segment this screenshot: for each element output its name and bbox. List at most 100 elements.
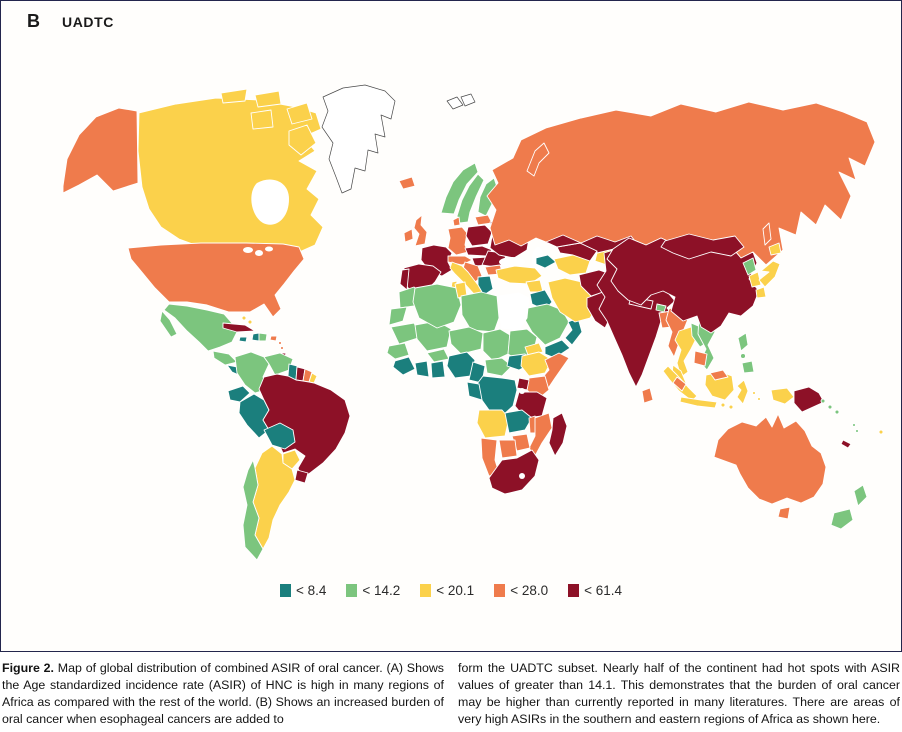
guinea-coast-region xyxy=(392,356,416,376)
sumatra-mid-region xyxy=(672,376,687,392)
central-african-republic xyxy=(484,357,513,377)
country-cuba xyxy=(222,322,256,333)
tasmania-island xyxy=(777,506,791,520)
legend-label: < 28.0 xyxy=(510,583,549,598)
lesser-sunda-island xyxy=(728,404,734,410)
country-iceland xyxy=(398,176,416,190)
west-papua xyxy=(770,387,795,405)
caucasus-states xyxy=(535,254,557,269)
legend-label: < 61.4 xyxy=(584,583,623,598)
legend-swatch-yellow xyxy=(420,584,432,597)
legend-label: < 20.1 xyxy=(436,583,475,598)
japan-hokkaido xyxy=(768,242,782,256)
sakhalin-island xyxy=(762,222,772,246)
bahamas-island xyxy=(247,319,253,325)
great-lake xyxy=(255,250,263,256)
new-zealand-south xyxy=(830,508,854,530)
panel-title: B UADTC xyxy=(27,11,114,32)
sulawesi-island xyxy=(736,379,749,405)
figure-panel-b: B UADTC xyxy=(0,0,902,652)
japan-kyushu xyxy=(755,286,767,299)
gabon-congo xyxy=(466,381,483,401)
legend-item: < 28.0 xyxy=(494,583,548,598)
puerto-rico-island xyxy=(269,335,278,342)
new-caledonia xyxy=(840,439,852,449)
country-saudi-arabia xyxy=(523,303,570,346)
hudson-bay xyxy=(251,179,289,225)
lake-victoria xyxy=(519,388,525,394)
solomon-island xyxy=(820,398,826,404)
country-algeria xyxy=(412,283,462,329)
country-turkey xyxy=(495,265,543,285)
country-cambodia xyxy=(693,350,708,367)
caption-left-column: Figure 2. Map of global distribution of … xyxy=(2,660,444,728)
philippines-mindanao xyxy=(741,360,755,374)
country-alaska xyxy=(62,107,139,194)
caption-right-text: form the UADTC subset. Nearly half of th… xyxy=(458,661,900,726)
arctic-island xyxy=(220,88,248,104)
country-ireland xyxy=(403,228,414,243)
country-burkina-faso xyxy=(426,348,450,363)
country-egypt xyxy=(498,292,530,331)
map-legend: < 8.4 < 14.2 < 20.1 < 28.0 < 61.4 xyxy=(1,583,901,598)
japan-honshu xyxy=(758,260,781,288)
ghana-togo-benin xyxy=(430,360,446,379)
country-chile xyxy=(242,459,264,561)
legend-swatch-orange xyxy=(494,584,506,597)
figure-label: Figure 2. xyxy=(2,661,54,675)
country-uruguay xyxy=(294,469,309,484)
country-usa xyxy=(127,242,305,318)
country-south-korea xyxy=(748,271,762,288)
country-brazil xyxy=(258,373,351,480)
figure-caption: Figure 2. Map of global distribution of … xyxy=(2,660,900,728)
country-jamaica xyxy=(238,336,248,343)
new-zealand-north xyxy=(853,484,868,507)
bahamas-island xyxy=(241,315,247,321)
novaya-zemlya xyxy=(526,142,550,177)
country-yemen xyxy=(544,339,571,359)
legend-swatch-teal xyxy=(279,584,291,597)
philippines-luzon xyxy=(737,332,749,352)
antilles-island xyxy=(280,346,284,350)
country-papua-new-guinea xyxy=(793,386,825,413)
arctic-island xyxy=(286,102,313,125)
legend-swatch-green xyxy=(346,584,358,597)
country-haiti xyxy=(251,332,260,342)
antilles-island xyxy=(278,341,282,345)
solomon-island xyxy=(834,409,840,415)
country-sri-lanka xyxy=(641,387,654,404)
country-botswana xyxy=(498,439,518,459)
arctic-island xyxy=(254,90,282,108)
legend-item: < 14.2 xyxy=(346,583,400,598)
country-mozambique xyxy=(528,412,553,457)
great-lake xyxy=(243,247,253,253)
country-syria xyxy=(525,279,544,293)
arctic-island-baffin xyxy=(288,124,317,156)
vanuatu-island xyxy=(855,429,859,433)
country-ethiopia xyxy=(520,351,553,377)
country-greenland xyxy=(321,84,396,194)
legend-item: < 20.1 xyxy=(420,583,474,598)
svalbard-island xyxy=(446,96,464,110)
legend-item: < 8.4 xyxy=(279,583,327,598)
philippines-visayas xyxy=(740,353,746,359)
country-denmark xyxy=(452,216,461,227)
maluku-island xyxy=(752,391,756,395)
country-australia xyxy=(713,413,827,505)
great-lake xyxy=(265,246,273,252)
svalbard-island xyxy=(460,93,476,107)
country-uk xyxy=(413,214,428,247)
panel-label: B xyxy=(27,11,40,31)
country-ecuador xyxy=(227,385,251,403)
lesser-sunda-island xyxy=(720,402,726,408)
black-sea xyxy=(499,257,525,267)
baltic-states xyxy=(474,214,493,226)
country-bolivia xyxy=(263,422,296,450)
legend-label: < 8.4 xyxy=(295,583,327,598)
country-zambia xyxy=(504,409,533,434)
country-ivory-coast xyxy=(414,360,430,378)
country-dominican-republic xyxy=(258,332,268,342)
central-america-north xyxy=(212,350,238,366)
country-portugal xyxy=(399,268,410,291)
country-poland xyxy=(465,224,493,247)
